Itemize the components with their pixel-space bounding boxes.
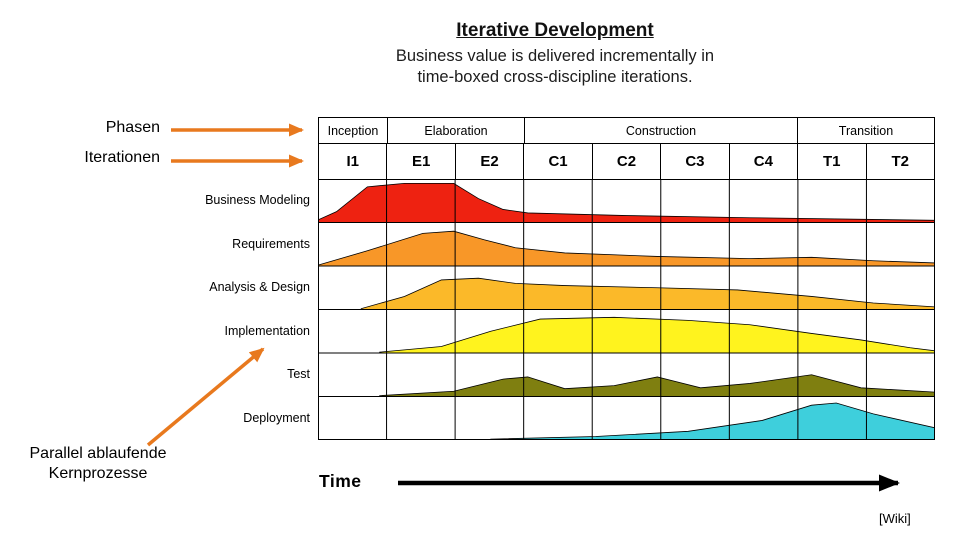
chart-title: Iterative Development — [456, 20, 654, 41]
subtitle-line1: Business value is delivered incrementall… — [395, 47, 715, 65]
hump-test — [379, 374, 935, 397]
iterationen-annotation: Iterationen — [84, 149, 160, 166]
iteration-t1: T1 — [798, 144, 867, 179]
hump-analysis-design — [360, 277, 935, 310]
subtitle-line2: time-boxed cross-discipline iterations. — [417, 68, 693, 87]
iteration-c1: C1 — [524, 144, 593, 179]
phase-transition: Transition — [838, 123, 894, 138]
chart-body — [318, 179, 935, 440]
attribution: [Wiki] — [879, 511, 911, 526]
iteration-c2: C2 — [593, 144, 662, 179]
phasen-annotation: Phasen — [105, 119, 160, 136]
kernprozesse-line2: Kernprozesse — [48, 465, 148, 483]
kernprozesse-line1: Parallel ablaufende — [29, 445, 167, 462]
row-label-deployment: Deployment — [243, 410, 310, 425]
hump-deployment — [490, 402, 935, 440]
title-block: Iterative Development Business value is … — [300, 20, 810, 88]
row-label-business-modeling: Business Modeling — [205, 193, 310, 207]
iteration-e2: E2 — [456, 144, 525, 179]
iteration-e1: E1 — [387, 144, 456, 179]
time-axis-label: Time — [319, 471, 362, 491]
hump-requirements — [318, 230, 935, 267]
iteration-t2: T2 — [891, 153, 909, 170]
phase-elaboration: Elaboration — [388, 118, 525, 143]
phase-header-row: Inception Elaboration Construction Transiti… — [318, 117, 935, 144]
iteration-c4: C4 — [730, 144, 799, 179]
hump-chart: Inception Elaboration Construction Transiti… — [318, 117, 935, 440]
row-label-test: Test — [287, 367, 310, 381]
row-label-requirements: Requirements — [232, 236, 310, 251]
phase-construction: Construction — [525, 118, 798, 143]
iteration-c3: C3 — [661, 144, 730, 179]
iteration-header-row: I1 E1 E2 C1 C2 C3 C4 T1 T2 — [318, 143, 935, 180]
row-label-implementation: Implementation — [224, 323, 310, 338]
row-label-analysis-design: Analysis & Design — [209, 280, 310, 294]
hump-business-modeling — [318, 182, 935, 223]
iteration-i1: I1 — [319, 144, 388, 179]
kernprozesse-annotation: Parallel ablaufende Kernprozesse — [0, 444, 196, 485]
chart-border — [318, 179, 935, 440]
chart-subtitle: Business value is delivered incrementall… — [300, 46, 810, 88]
phase-inception: Inception — [319, 118, 388, 143]
hump-implementation — [379, 316, 935, 354]
